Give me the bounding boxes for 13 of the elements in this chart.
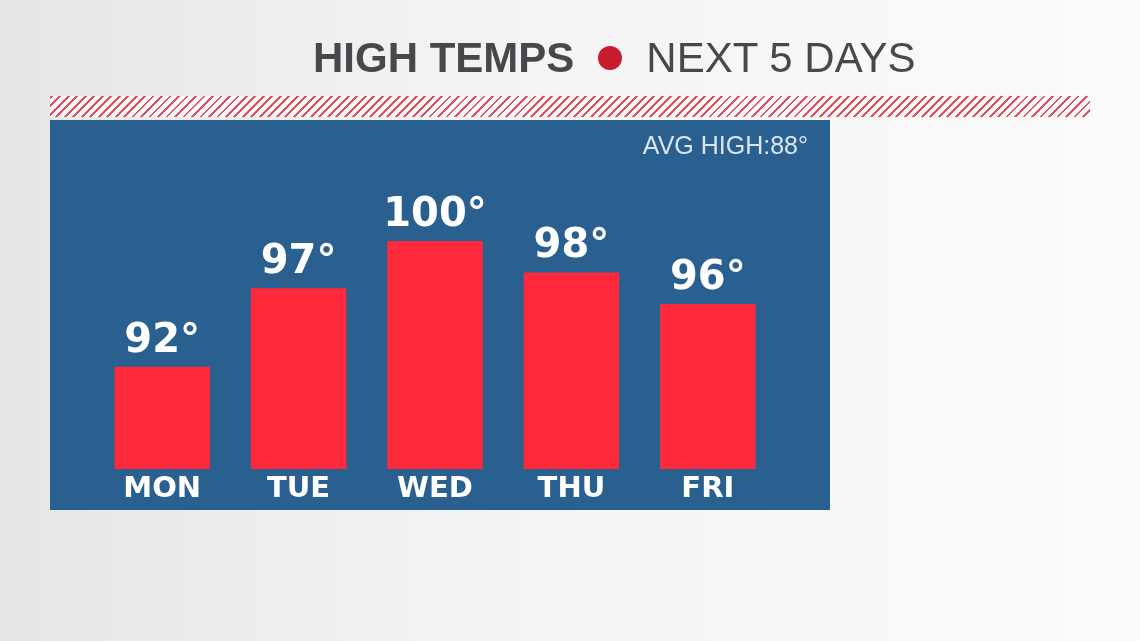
data-label: 97° xyxy=(260,236,337,283)
data-label: 98° xyxy=(533,220,610,267)
x-tick-label: THU xyxy=(537,469,606,504)
data-label: 92° xyxy=(124,314,201,361)
chart-subtitle: NEXT 5 DAYS xyxy=(646,34,916,82)
data-label: 100° xyxy=(383,189,487,235)
text: AVG HIGH:88° xyxy=(642,131,808,159)
x-tick-label: WED xyxy=(397,469,473,504)
data-label: 96° xyxy=(669,251,746,298)
x-tick-label: FRI xyxy=(681,469,735,504)
chart-title: HIGH TEMPS xyxy=(313,34,575,82)
x-tick-label: TUE xyxy=(267,469,331,504)
x-tick-label: MON xyxy=(123,469,202,504)
